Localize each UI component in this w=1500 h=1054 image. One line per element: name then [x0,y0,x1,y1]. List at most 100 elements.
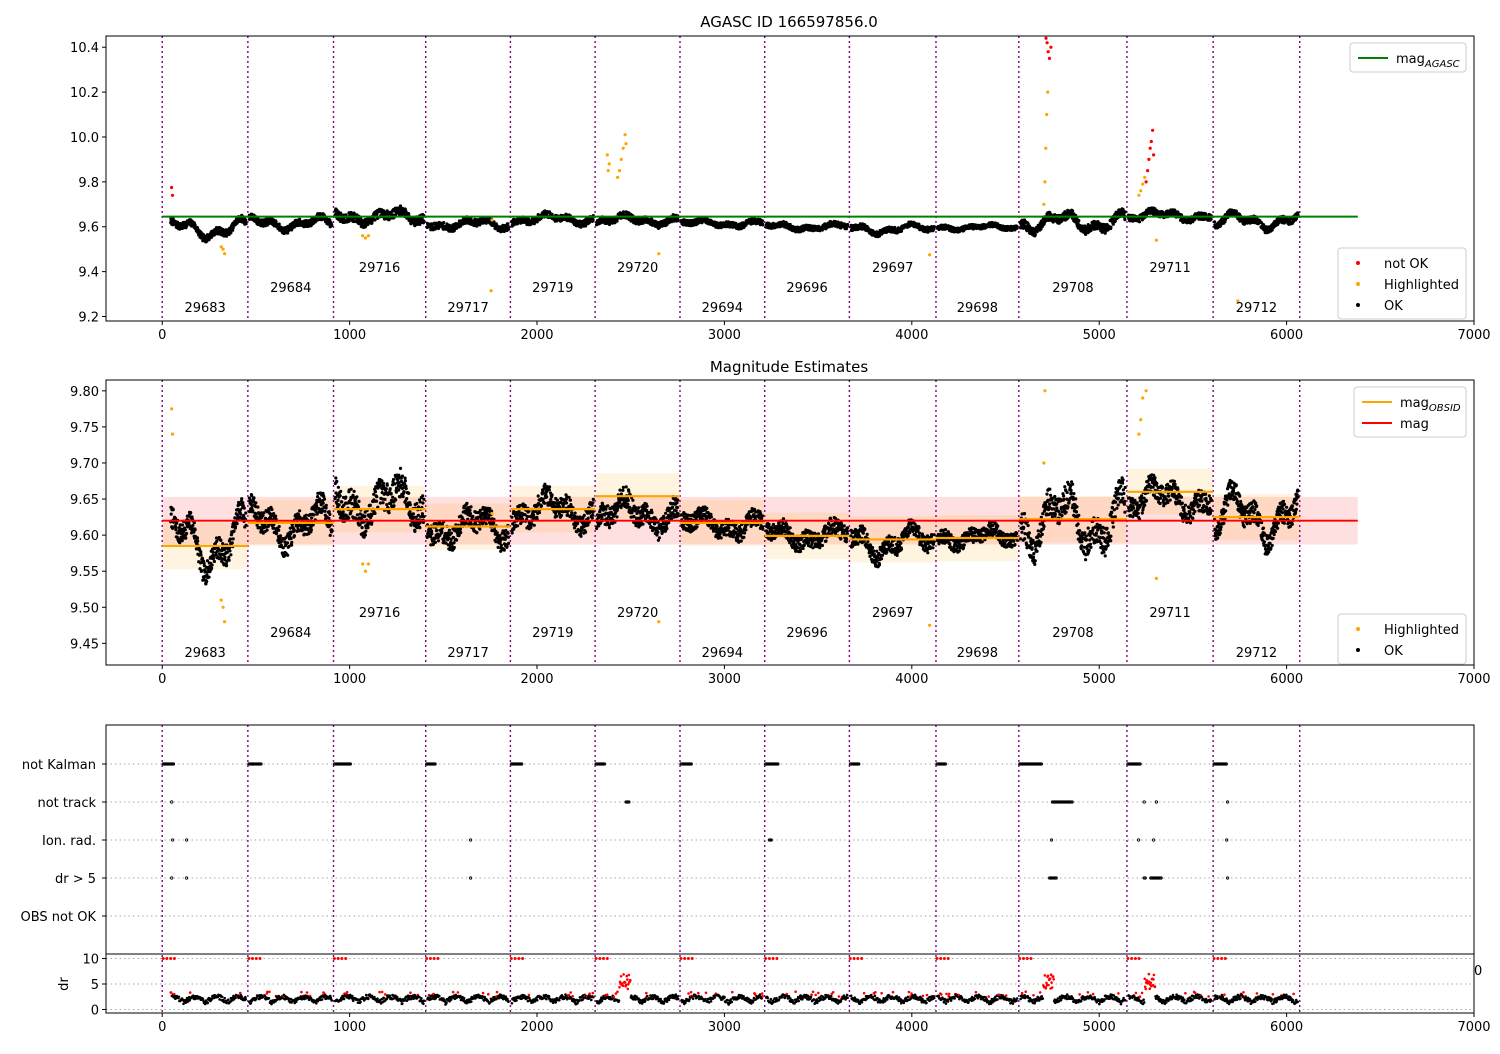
ok-point [245,222,248,225]
ok-point [422,219,425,222]
highlighted-point [490,218,493,221]
obs-id-label: 29720 [617,261,658,276]
ok-point [193,521,196,524]
ok-point [243,507,246,510]
ok-point [442,221,445,224]
panel-agasc-legend-line: magAGASC [1350,43,1466,72]
ok-point [213,560,216,563]
ok-point [236,522,239,525]
ok-point [189,511,192,514]
highlighted-point [608,162,611,165]
ok-point [933,225,936,228]
y-tick-label: 9.6 [78,221,99,236]
panel-agasc-plot-area: 2968329684297162971729719297202969429696… [162,36,1358,321]
ok-point [1210,218,1213,221]
obs-id-label: 29717 [447,301,488,316]
ok-point [339,212,342,215]
ok-point [323,510,326,513]
ok-point [1138,220,1141,223]
ok-point [278,525,281,528]
ok-point [252,496,255,499]
ok-point [279,534,282,537]
ok-point [225,564,228,567]
highlighted-point [1045,113,1048,116]
ok-point [231,541,234,544]
y-tick-label: 9.8 [78,176,99,191]
highlighted-point [618,169,621,172]
panel-mag-estimates-title: Magnitude Estimates [710,358,868,376]
not-ok-point [1145,180,1148,183]
ok-point [239,513,242,516]
highlighted-point [490,289,493,292]
legend-dot-swatch [1356,282,1360,286]
ok-point [274,515,277,518]
ok-point [329,534,332,537]
legend-label: OK [1384,299,1403,314]
ok-point [211,564,214,567]
ok-point [240,497,243,500]
ok-point [323,498,326,501]
highlighted-point [624,142,627,145]
ok-point [215,540,218,543]
ok-point [261,514,264,517]
x-tick-label: 4000 [895,328,928,343]
highlighted-point [928,253,931,256]
ok-point [286,541,289,544]
ok-point [267,509,270,512]
ok-point [219,539,222,542]
ok-point [1213,220,1216,223]
ok-point [251,509,254,512]
highlighted-point [364,236,367,239]
obs-id-label: 29712 [1236,301,1277,316]
highlighted-point [606,153,609,156]
ok-point [290,541,293,544]
panel-mag-estimates: Magnitude Estimates 29683296842971629717… [70,358,1491,687]
obs-id-label: 29711 [1149,261,1190,276]
y-tick-label: 9.4 [78,266,99,281]
ok-point [196,536,199,539]
obs-id-label: 29716 [359,261,400,276]
highlighted-point [223,252,226,255]
ok-point [286,554,289,557]
ok-point [175,526,178,529]
ok-point [592,218,595,221]
ok-point [267,525,270,528]
ok-point [223,556,226,559]
not-ok-point [1048,57,1051,60]
not-ok-point [1152,153,1155,156]
x-tick-label: 3000 [708,328,741,343]
obs-id-label: 29683 [184,301,225,316]
ok-point [290,544,293,547]
ok-point [310,516,313,519]
ok-point [196,540,199,543]
ok-point [1077,219,1080,222]
legend-dot-swatch [1356,303,1360,307]
y-tick-label: 10.2 [70,86,99,101]
ok-point [241,501,244,504]
ok-point [232,530,235,533]
ok-point [229,553,232,556]
highlighted-point [1042,203,1045,206]
obs-id-label: 29694 [702,301,743,316]
highlighted-point [1139,189,1142,192]
ok-point [181,523,184,526]
ok-point [185,532,188,535]
ok-point [293,534,296,537]
not-ok-point [1046,41,1049,44]
ok-point [1123,218,1126,221]
ok-point [325,504,328,507]
ok-point [254,501,257,504]
ok-point [207,576,210,579]
ok-point [266,529,269,532]
not-ok-point [1047,50,1050,53]
ok-point [187,521,190,524]
ok-point [270,508,273,511]
x-tick-label: 1000 [333,328,366,343]
x-tick-label: 7000 [1457,328,1490,343]
ok-point [1124,210,1127,213]
ok-point [256,506,259,509]
ok-point [1034,233,1037,236]
